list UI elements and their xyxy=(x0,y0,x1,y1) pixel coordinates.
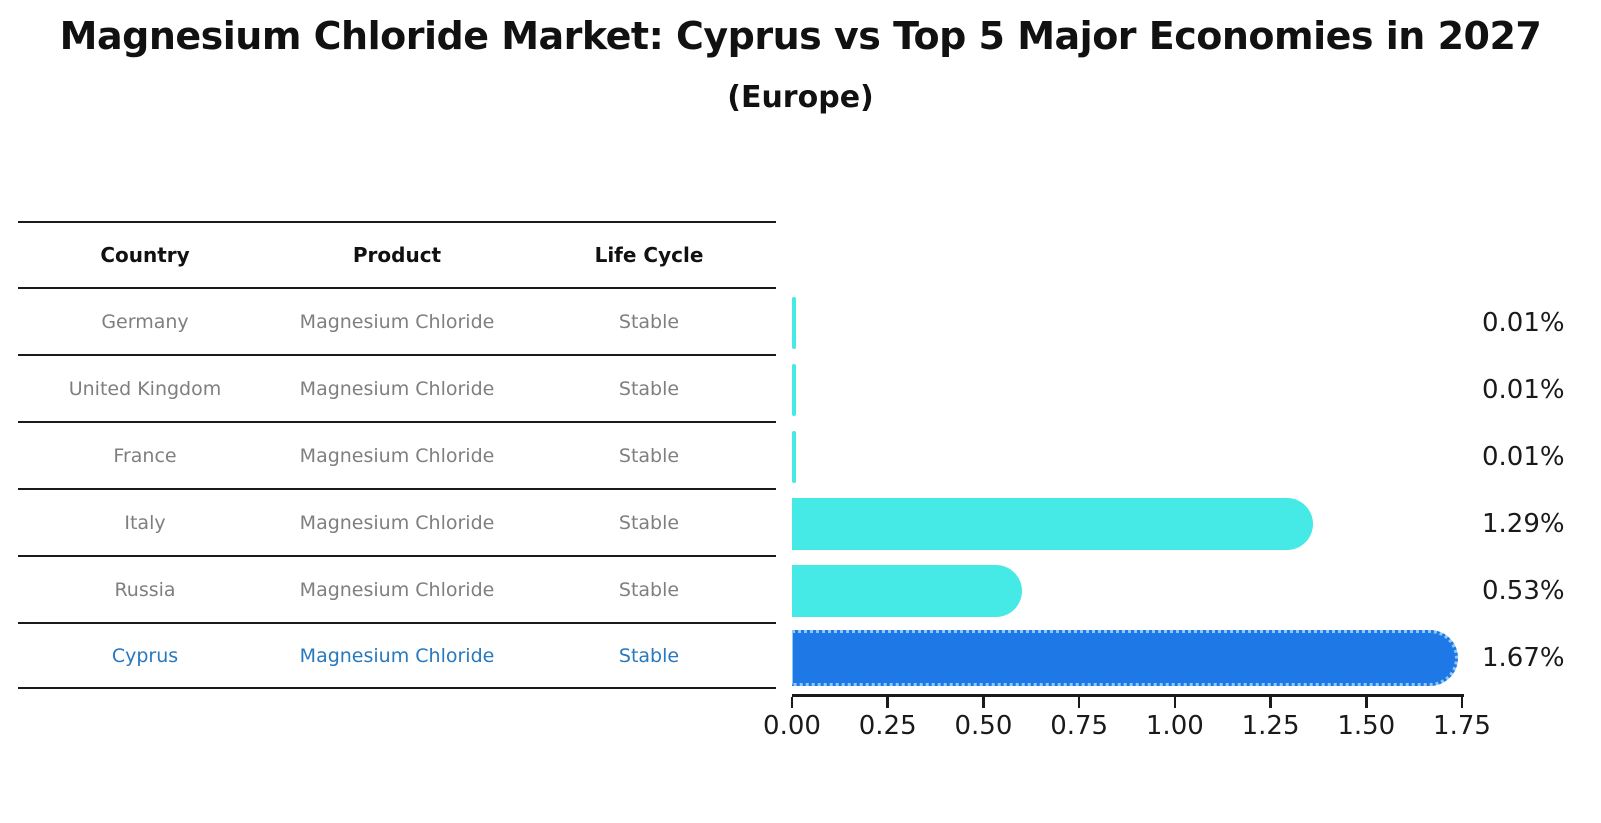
column-header-product: Product xyxy=(352,243,442,267)
bar-united-kingdom xyxy=(792,363,796,416)
column-header-life-cycle: Life Cycle xyxy=(594,243,704,267)
bar-value-label: 1.29% xyxy=(1482,508,1565,539)
x-tick-mark xyxy=(790,697,794,708)
life-cycle-cell: Stable xyxy=(618,377,680,400)
x-tick: 0.25 xyxy=(848,694,928,741)
x-tick: 1.25 xyxy=(1231,694,1311,741)
table-row-germany: Germany Magnesium Chloride Stable xyxy=(18,287,776,354)
x-tick-label: 1.25 xyxy=(1241,711,1300,741)
product-cell: Magnesium Chloride xyxy=(299,578,495,601)
bar-value-label: 1.67% xyxy=(1482,642,1565,673)
x-tick-label: 0.50 xyxy=(954,711,1013,741)
x-tick: 1.75 xyxy=(1422,694,1502,741)
chart-title: Magnesium Chloride Market: Cyprus vs Top… xyxy=(59,14,1542,58)
bar-germany xyxy=(792,296,796,349)
x-axis: 0.00 0.25 0.50 0.75 1.00 1.25 1.50 1.75 xyxy=(763,694,1492,754)
bar-cyprus-highlighted xyxy=(792,629,1459,686)
x-tick-label: 0.25 xyxy=(858,711,917,741)
x-tick: 0.75 xyxy=(1039,694,1119,741)
table-row-russia: Russia Magnesium Chloride Stable xyxy=(18,555,776,622)
x-axis-line xyxy=(792,694,1464,697)
x-tick-label: 1.50 xyxy=(1337,711,1396,741)
bar-italy xyxy=(792,497,1313,550)
country-cell: Italy xyxy=(124,511,166,534)
x-tick: 1.50 xyxy=(1326,694,1406,741)
table-row-cyprus: Cyprus Magnesium Chloride Stable xyxy=(18,622,776,689)
bar-value-label: 0.53% xyxy=(1482,575,1565,606)
life-cycle-cell: Stable xyxy=(618,578,680,601)
country-cell: France xyxy=(113,444,177,467)
bar-row-russia: 0.53% xyxy=(792,557,1592,624)
life-cycle-cell: Stable xyxy=(618,310,680,333)
product-cell: Magnesium Chloride xyxy=(299,444,495,467)
x-tick-mark xyxy=(1365,697,1368,708)
table-header-row: Country Product Life Cycle xyxy=(18,221,776,287)
bar-france xyxy=(792,430,796,483)
bar-value-label: 0.01% xyxy=(1482,307,1565,338)
table-row-italy: Italy Magnesium Chloride Stable xyxy=(18,488,776,555)
x-tick-label: 0.75 xyxy=(1050,711,1109,741)
product-cell: Magnesium Chloride xyxy=(299,377,495,400)
bar-row-germany: 0.01% xyxy=(792,289,1592,356)
country-cell: Germany xyxy=(101,310,189,333)
table-row-france: France Magnesium Chloride Stable xyxy=(18,421,776,488)
life-cycle-cell: Stable xyxy=(618,511,680,534)
x-tick: 1.00 xyxy=(1135,694,1215,741)
x-tick-mark xyxy=(886,697,889,708)
bar-row-united-kingdom: 0.01% xyxy=(792,356,1592,423)
bar-value-label: 0.01% xyxy=(1482,374,1565,405)
life-cycle-cell: Stable xyxy=(618,644,680,667)
country-cell: United Kingdom xyxy=(68,377,222,400)
bar-row-cyprus: 1.67% xyxy=(792,624,1592,691)
product-cell: Magnesium Chloride xyxy=(299,644,495,667)
x-tick: 0.50 xyxy=(943,694,1023,741)
x-tick: 0.00 xyxy=(752,694,832,741)
column-header-country: Country xyxy=(100,243,190,267)
bar-value-label: 0.01% xyxy=(1482,441,1565,472)
chart-subtitle: (Europe) xyxy=(727,80,874,115)
x-tick-mark xyxy=(1173,697,1177,708)
x-tick-label: 1.00 xyxy=(1145,711,1204,741)
x-tick-mark xyxy=(1269,697,1272,708)
x-tick-label: 0.00 xyxy=(763,711,821,741)
bar-row-france: 0.01% xyxy=(792,423,1592,490)
table-row-united-kingdom: United Kingdom Magnesium Chloride Stable xyxy=(18,354,776,421)
country-table: Country Product Life Cycle Germany Magne… xyxy=(18,221,776,689)
bar-row-italy: 1.29% xyxy=(792,490,1592,557)
country-cell: Cyprus xyxy=(111,644,179,667)
x-tick-label: 1.75 xyxy=(1433,711,1491,741)
product-cell: Magnesium Chloride xyxy=(299,511,495,534)
x-tick-mark xyxy=(1077,697,1081,708)
product-cell: Magnesium Chloride xyxy=(299,310,495,333)
x-tick-mark xyxy=(1460,697,1464,708)
life-cycle-cell: Stable xyxy=(618,444,680,467)
country-cell: Russia xyxy=(114,578,176,601)
bar-plot: 0.01% 0.01% 0.01% 1.29% 0.53% 1.67% xyxy=(792,289,1592,691)
bar-russia xyxy=(792,564,1022,617)
x-tick-mark xyxy=(982,697,985,708)
